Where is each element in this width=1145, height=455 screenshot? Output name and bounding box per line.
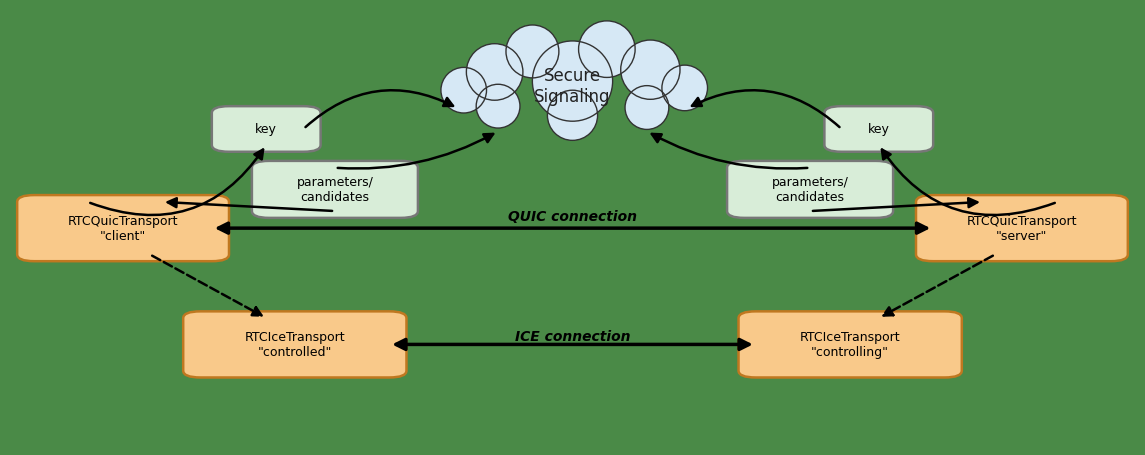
Ellipse shape <box>625 86 669 130</box>
Ellipse shape <box>476 85 520 129</box>
FancyBboxPatch shape <box>916 196 1128 262</box>
Text: RTCQuicTransport
"server": RTCQuicTransport "server" <box>966 215 1077 243</box>
FancyBboxPatch shape <box>824 107 933 152</box>
Text: RTCQuicTransport
"client": RTCQuicTransport "client" <box>68 215 179 243</box>
Text: RTCIceTransport
"controlled": RTCIceTransport "controlled" <box>245 331 345 359</box>
FancyBboxPatch shape <box>739 312 962 378</box>
FancyBboxPatch shape <box>17 196 229 262</box>
Text: QUIC connection: QUIC connection <box>508 209 637 223</box>
Text: RTCIceTransport
"controlling": RTCIceTransport "controlling" <box>800 331 900 359</box>
FancyBboxPatch shape <box>252 162 418 218</box>
Ellipse shape <box>532 42 613 122</box>
Ellipse shape <box>578 22 635 78</box>
Ellipse shape <box>441 68 487 114</box>
Ellipse shape <box>621 41 680 100</box>
Text: key: key <box>868 123 890 136</box>
FancyBboxPatch shape <box>212 107 321 152</box>
Text: Secure
Signaling: Secure Signaling <box>535 67 610 106</box>
Text: parameters/
candidates: parameters/ candidates <box>297 176 373 204</box>
Ellipse shape <box>506 26 559 79</box>
Text: parameters/
candidates: parameters/ candidates <box>772 176 848 204</box>
Ellipse shape <box>662 66 708 111</box>
Text: key: key <box>255 123 277 136</box>
Ellipse shape <box>466 45 523 101</box>
Ellipse shape <box>547 91 598 141</box>
FancyBboxPatch shape <box>183 312 406 378</box>
Text: ICE connection: ICE connection <box>515 330 630 344</box>
FancyBboxPatch shape <box>727 162 893 218</box>
